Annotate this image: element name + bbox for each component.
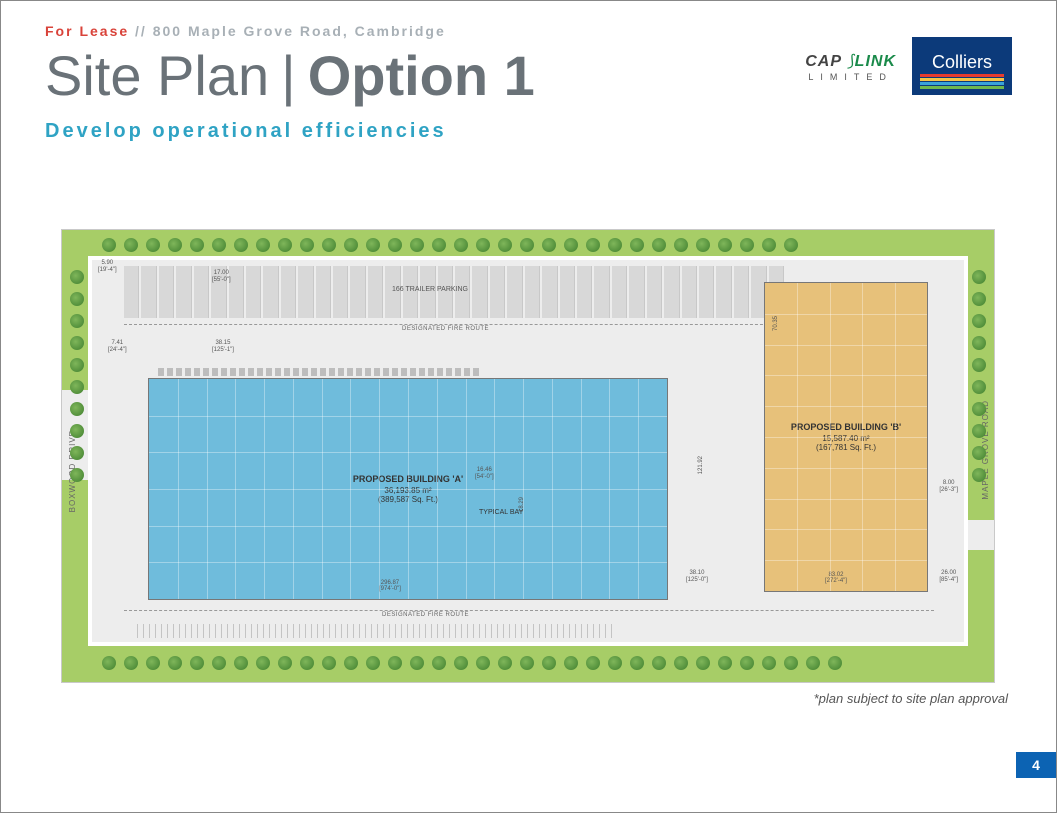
bay-width-dim: 16.46 [54'-0"] [475,467,494,480]
building-a: PROPOSED BUILDING 'A' 36,193.85 m² (389,… [148,378,668,600]
colliers-stripes [920,74,1004,89]
caplink-top: CAP ⟆LINK [805,51,896,71]
driveway-right [968,520,994,550]
fire-route-line-bottom [124,610,934,611]
footnote: *plan subject to site plan approval [814,691,1008,706]
trailer-parking-label: 166 TRAILER PARKING [392,286,468,293]
building-a-width-dim: 296.87 [974'-0"] [379,580,401,593]
left2-dim: 7.41 [24'-4"] [108,340,127,353]
bldg-b-height-dim: 121.92 [698,456,705,474]
loading-docks-top [158,368,479,376]
subtitle: Develop operational efficiencies [45,120,1012,143]
right-b-dim: 8.00 [26'-3"] [939,480,958,493]
caplink-logo: CAP ⟆LINK LIMITED [805,51,896,82]
building-b-area-sqft: (167,781 Sq. Ft.) [816,443,876,452]
trees-top [102,238,798,252]
building-b-title: PROPOSED BUILDING 'B' [791,422,901,432]
for-lease-label: For Lease [45,23,129,39]
top-b-dim: 38.15 [125'-1"] [212,340,234,353]
trees-left [70,270,84,482]
building-b-width-dim: 83.02 [272'-4"] [825,572,847,585]
fire-route-top: DESIGNATED FIRE ROUTE [402,326,489,332]
colliers-logo: Colliers [912,37,1012,95]
gap-dim: 38.10 [125'-0"] [686,570,708,583]
caplink-link: LINK [855,53,896,70]
logo-group: CAP ⟆LINK LIMITED Colliers [805,37,1012,95]
fire-route-bottom: DESIGNATED FIRE ROUTE [382,612,469,618]
typical-bay-label: TYPICAL BAY [479,509,523,516]
parking-bottom [132,624,924,638]
top-setback-dim: 70.35 [773,316,780,331]
caplink-cap: CAP [805,53,842,70]
colliers-text: Colliers [932,52,992,73]
left1-dim: 5.90 [19'-4"] [98,260,117,273]
fire-route-line-top [124,324,788,325]
page-header: For Lease // 800 Maple Grove Road, Cambr… [1,1,1056,153]
trees-right [972,270,986,482]
top-a-dim: 17.00 [55'-0"] [212,270,231,283]
trees-bottom [102,656,842,670]
caplink-limited: LIMITED [805,72,896,82]
page-number-tab: 4 [1016,752,1056,778]
title-light: Site Plan [45,44,269,107]
typical-bay-text: TYPICAL BAY [479,509,523,516]
title-divider: | [269,44,308,107]
right-setback-dim: 26.00 [85'-4"] [939,570,958,583]
title-bold: Option 1 [308,44,535,107]
address: // 800 Maple Grove Road, Cambridge [135,23,446,39]
site-plan: BOXWOOD DRIVE MAPLE GROVE ROAD 166 TRAIL… [61,229,995,683]
building-b: PROPOSED BUILDING 'B' 15,587.40 m² (167,… [764,282,928,592]
